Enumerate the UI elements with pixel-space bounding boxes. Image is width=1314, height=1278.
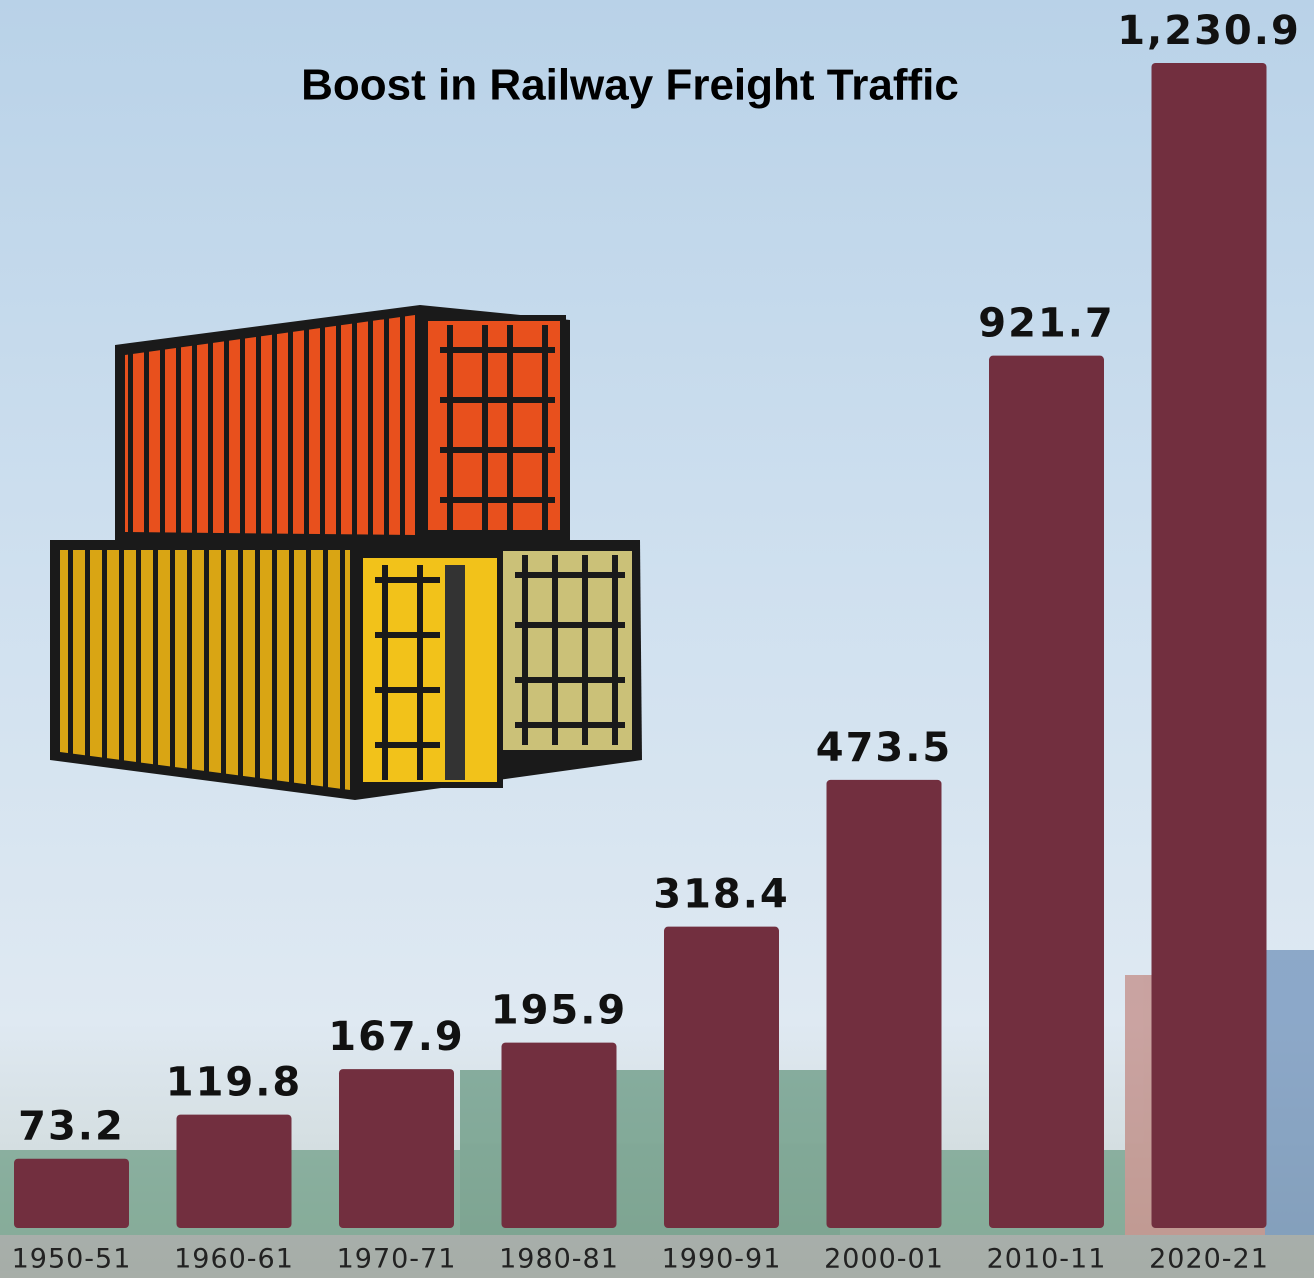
value-label: 318.4 xyxy=(653,872,790,918)
x-tick-label: 1970-71 xyxy=(337,1244,457,1275)
x-tick-label: 1980-81 xyxy=(499,1244,619,1275)
value-label: 921.7 xyxy=(978,301,1115,347)
x-tick-label: 1950-51 xyxy=(12,1244,132,1275)
x-tick-label: 2020-21 xyxy=(1149,1244,1269,1275)
value-label: 119.8 xyxy=(166,1060,303,1106)
bar xyxy=(664,926,779,1228)
x-tick-label: 1990-91 xyxy=(662,1244,782,1275)
bar xyxy=(176,1114,292,1228)
bar xyxy=(826,779,942,1228)
chart-title: Boost in Railway Freight Traffic xyxy=(301,61,959,110)
value-label: 195.9 xyxy=(491,988,628,1034)
value-label: 1,230.9 xyxy=(1117,8,1301,54)
bar xyxy=(989,355,1104,1229)
bar xyxy=(1151,63,1267,1228)
x-tick-label: 2010-11 xyxy=(987,1244,1107,1275)
bar xyxy=(339,1069,454,1228)
containers-illustration xyxy=(50,305,642,800)
x-tick-label: 2000-01 xyxy=(824,1244,944,1275)
bar xyxy=(14,1158,129,1228)
value-label: 473.5 xyxy=(816,725,953,771)
x-tick-label: 1960-61 xyxy=(174,1244,294,1275)
value-label: 167.9 xyxy=(328,1014,465,1060)
value-label: 73.2 xyxy=(18,1104,125,1150)
bar xyxy=(501,1042,617,1228)
